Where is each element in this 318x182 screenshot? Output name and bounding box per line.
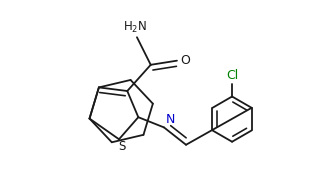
Text: S: S xyxy=(119,141,126,153)
Text: O: O xyxy=(180,54,190,67)
Text: N: N xyxy=(165,113,175,126)
Text: H$_2$N: H$_2$N xyxy=(123,20,148,35)
Text: Cl: Cl xyxy=(226,69,238,82)
